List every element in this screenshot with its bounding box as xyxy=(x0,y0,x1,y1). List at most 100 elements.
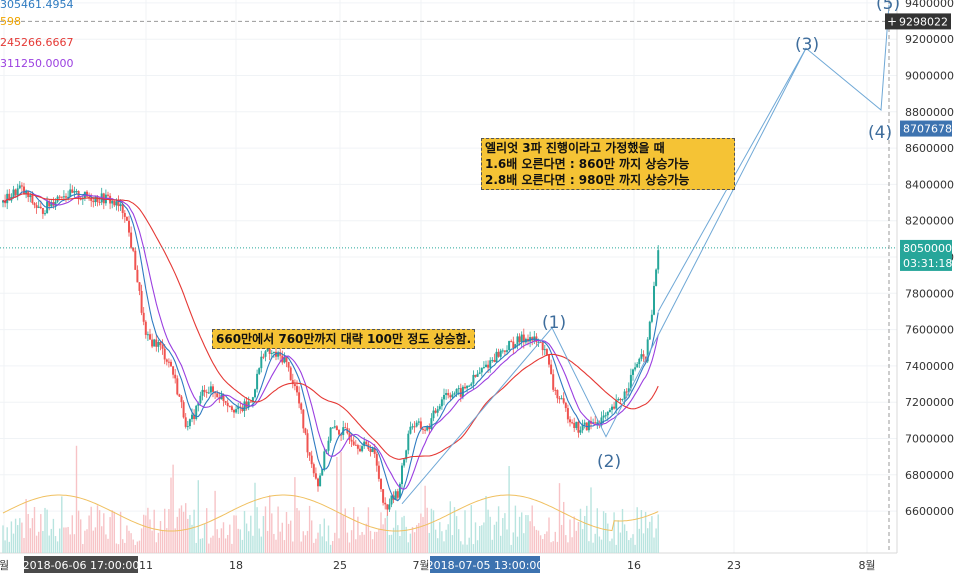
x-tick-label: 23 xyxy=(727,559,741,572)
volume-bar xyxy=(233,515,235,553)
volume-bar xyxy=(521,512,523,553)
wave-label-4[interactable]: (4) xyxy=(868,123,893,143)
volume-bar xyxy=(539,535,542,553)
candle-body xyxy=(401,465,403,485)
wave-label-5[interactable]: (5) xyxy=(876,0,901,14)
volume-bar xyxy=(537,530,540,553)
volume-bar xyxy=(201,538,204,553)
candle-body xyxy=(449,395,452,398)
candle-body xyxy=(375,453,378,466)
volume-bar xyxy=(544,533,546,553)
volume-bar xyxy=(239,529,241,553)
volume-bar xyxy=(399,536,401,553)
candle-body xyxy=(340,434,343,436)
candle-body xyxy=(283,357,286,363)
volume-bar xyxy=(98,510,101,553)
volume-bar xyxy=(248,531,250,553)
volume-bar xyxy=(598,536,601,553)
volume-bar xyxy=(355,539,357,553)
volume-bar xyxy=(390,534,393,553)
candle-body xyxy=(558,398,561,400)
candle-body xyxy=(207,392,210,394)
volume-bar xyxy=(185,503,187,553)
volume-bar xyxy=(136,541,139,553)
wave-label-1[interactable]: (1) xyxy=(542,313,567,333)
candle-body xyxy=(627,388,630,393)
volume-bar xyxy=(422,516,424,553)
volume-bar xyxy=(269,495,271,553)
volume-bar xyxy=(413,532,416,553)
candle-body xyxy=(487,364,490,368)
volume-bar xyxy=(258,528,260,553)
volume-bar xyxy=(590,487,592,553)
candle-body xyxy=(478,372,481,374)
volume-bar xyxy=(430,508,433,553)
x-highlight-label: 2018-07-05 13:00:00 xyxy=(427,559,544,572)
candle-body xyxy=(111,200,114,204)
volume-bar xyxy=(386,515,388,553)
volume-bar xyxy=(197,480,199,553)
candle-body xyxy=(512,341,515,349)
volume-bar xyxy=(550,542,552,553)
volume-bar xyxy=(71,515,73,553)
volume-bar xyxy=(130,533,132,553)
volume-bar xyxy=(491,539,493,553)
candle-body xyxy=(113,200,116,206)
candle-body xyxy=(587,421,590,431)
volume-bar xyxy=(584,515,586,553)
candle-body xyxy=(638,358,641,365)
candle-body xyxy=(432,410,435,419)
volume-bar xyxy=(287,523,290,553)
volume-bar xyxy=(75,445,78,553)
x-highlight-badge xyxy=(430,556,540,573)
candle-body xyxy=(180,396,183,403)
candle-body xyxy=(23,186,25,194)
volume-bar xyxy=(31,518,34,553)
candle-body xyxy=(247,401,250,408)
candle-body xyxy=(75,191,78,193)
candle-body xyxy=(228,406,231,408)
volume-bar xyxy=(493,524,496,553)
volume-bar xyxy=(653,537,655,553)
candle-body xyxy=(472,374,475,384)
volume-bar xyxy=(376,531,378,553)
volume-bar xyxy=(439,522,441,553)
volume-bar xyxy=(10,521,13,553)
rise-annotation-box[interactable]: 660만에서 760만까지 대략 100만 정도 상승함. xyxy=(212,329,476,349)
candle-body xyxy=(312,464,315,474)
candle-body xyxy=(405,450,408,460)
volume-bar xyxy=(655,528,657,553)
volume-bar xyxy=(514,505,517,553)
volume-bar xyxy=(321,536,323,553)
volume-bar xyxy=(271,513,273,553)
candle-body xyxy=(422,428,424,430)
candle-body xyxy=(602,415,605,418)
candle-body xyxy=(33,203,36,206)
volume-bar xyxy=(451,535,454,553)
candle-body xyxy=(266,348,269,352)
wave-label-2[interactable]: (2) xyxy=(597,452,622,472)
candle-body xyxy=(178,394,181,397)
candle-body xyxy=(285,357,288,363)
volume-bar xyxy=(518,516,521,553)
volume-bar xyxy=(523,533,525,553)
volume-bar xyxy=(418,523,420,553)
volume-bar xyxy=(212,535,214,553)
candle-body xyxy=(470,383,473,386)
candle-body xyxy=(350,439,353,442)
volume-bar xyxy=(250,515,252,553)
volume-bar xyxy=(546,531,548,553)
volume-bar xyxy=(292,541,294,553)
elliott-annotation-box[interactable]: 엘리엇 3파 진행이라고 가정했을 때 1.6배 오른다면 : 860만 까지 … xyxy=(481,138,735,190)
wave-label-3[interactable]: (3) xyxy=(795,35,820,55)
candle-body xyxy=(419,421,422,429)
candle-body xyxy=(457,388,460,390)
y-tick-label: 8200000 xyxy=(905,215,954,228)
volume-bar xyxy=(113,511,115,553)
volume-bar xyxy=(497,506,500,553)
y-tick-label: 9200000 xyxy=(905,33,954,46)
volume-bar xyxy=(363,534,365,553)
candle-body xyxy=(464,386,466,389)
volume-bar xyxy=(607,523,609,553)
